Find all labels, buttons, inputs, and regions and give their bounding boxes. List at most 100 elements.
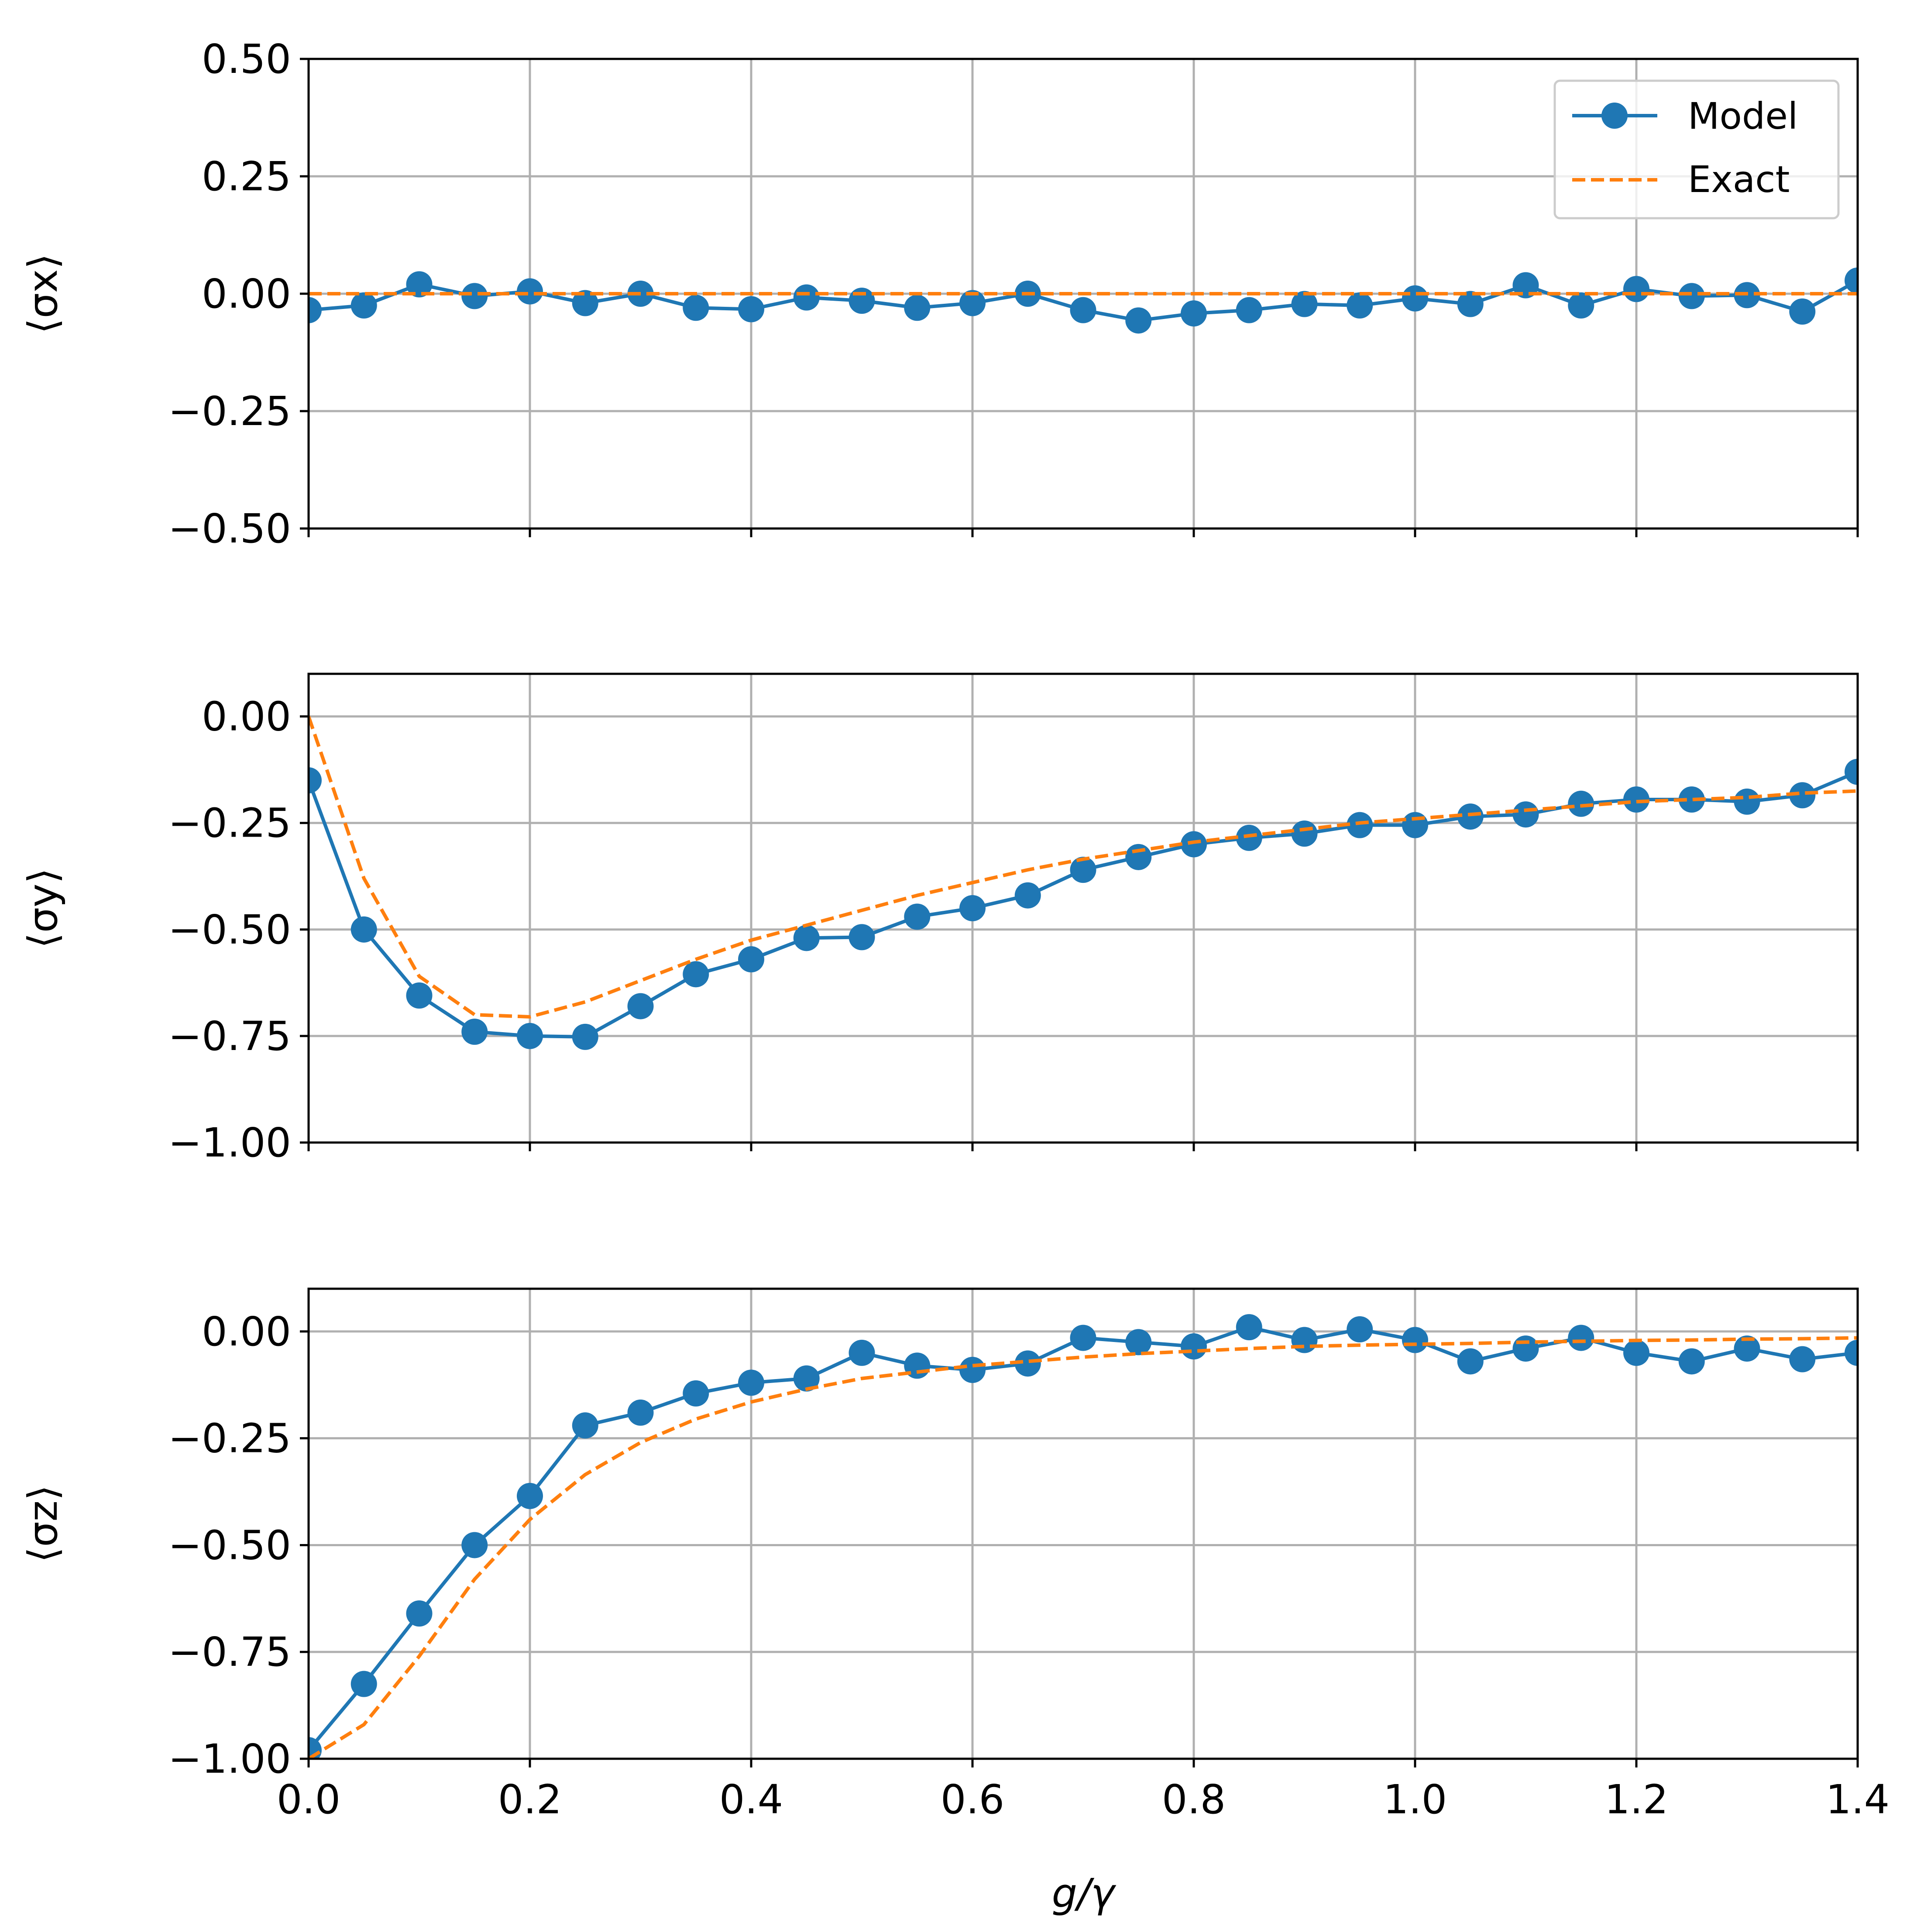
subplot-2: 0.00 −0.25 −0.50 −0.75 −1.00 ⟨σy⟩	[20, 673, 1859, 1166]
data-point-model	[1014, 1350, 1041, 1377]
y-tick-label: 0.00	[202, 1308, 291, 1355]
data-point-model	[1512, 272, 1539, 299]
data-point-model	[1236, 297, 1262, 323]
x-tick-label: 0.4	[719, 1776, 783, 1823]
data-point-model	[1457, 291, 1484, 317]
data-point-model	[738, 296, 764, 323]
data-point-model	[1678, 1348, 1705, 1375]
data-point-model	[683, 1380, 709, 1407]
data-point-model	[309, 767, 322, 794]
data-point-model	[1789, 298, 1816, 325]
data-point-model	[1512, 1335, 1539, 1362]
data-point-model	[904, 903, 931, 930]
data-point-model	[350, 916, 377, 943]
y-tick-label: −1.00	[168, 1736, 291, 1782]
data-point-model	[1181, 300, 1207, 327]
data-point-model	[1070, 857, 1096, 883]
data-point-model	[683, 295, 709, 321]
data-point-model	[350, 1671, 377, 1697]
data-point-model	[849, 924, 875, 951]
y-tick-label: −1.00	[168, 1119, 291, 1166]
data-point-model	[406, 1600, 433, 1627]
x-tick-label: 0.0	[277, 1776, 340, 1823]
data-point-model	[461, 1532, 488, 1558]
data-point-model	[1512, 801, 1539, 828]
plot-frame	[307, 1287, 1859, 1760]
data-point-model	[1568, 790, 1594, 817]
x-tick-label: 1.0	[1383, 1776, 1447, 1823]
data-point-model	[1402, 1327, 1428, 1353]
data-point-model	[1457, 803, 1484, 830]
data-point-model	[1291, 820, 1318, 847]
data-point-model	[849, 288, 875, 314]
data-point-model	[683, 961, 709, 988]
subplot-1: 0.50 0.25 0.00 −0.25 −0.50 ⟨σx⟩	[20, 36, 1859, 552]
data-point-model	[572, 1412, 598, 1439]
data-point-model	[1347, 1316, 1373, 1343]
data-point-model	[1125, 307, 1152, 334]
data-point-model	[461, 1019, 488, 1045]
y-tick-label: −0.25	[168, 800, 291, 847]
data-point-model	[1789, 1346, 1816, 1373]
data-point-model	[406, 982, 433, 1009]
data-point-model	[1845, 1339, 1858, 1366]
data-point-model	[517, 1023, 543, 1049]
data-point-model	[309, 297, 322, 323]
y-tick-label: −0.75	[168, 1013, 291, 1060]
data-point-model	[461, 283, 488, 309]
data-point-model	[1568, 292, 1594, 319]
data-point-model	[793, 1365, 820, 1392]
data-point-model	[1014, 882, 1041, 909]
data-point-model	[738, 946, 764, 973]
subplots: 0.50 0.25 0.00 −0.25 −0.50 ⟨σx⟩ 0.00 −0.25 −0.50…	[20, 36, 1890, 1917]
y-axis-title: ⟨σz⟩	[20, 1485, 66, 1562]
y-tick-label: 0.50	[202, 36, 291, 82]
data-point-model	[1125, 1329, 1152, 1355]
legend-label-model: Model	[1688, 95, 1798, 137]
data-point-model	[572, 1023, 598, 1050]
series-line-exact	[309, 1336, 1858, 1759]
data-point-model	[1347, 812, 1373, 838]
y-tick-label: −0.50	[168, 1522, 291, 1568]
legend: Model Exact	[1553, 79, 1840, 220]
data-point-model	[849, 1339, 875, 1366]
y-tick-label: −0.50	[168, 505, 291, 552]
data-point-model	[793, 925, 820, 951]
data-point-model	[517, 278, 543, 305]
data-point-model	[1457, 1348, 1484, 1375]
data-point-model	[1070, 297, 1096, 323]
subplot-3: 0.00 −0.25 −0.50 −0.75 −1.000.0 0.2 0.4 0.6 0.8 1…	[20, 1287, 1890, 1917]
data-point-model	[1789, 782, 1816, 809]
y-tick-label: −0.50	[168, 906, 291, 953]
data-point-model	[517, 1482, 543, 1509]
series-line-exact	[309, 716, 1858, 1019]
x-tick-label: 1.4	[1826, 1776, 1890, 1823]
legend-model-marker	[1601, 103, 1628, 129]
data-point-model	[1125, 844, 1152, 870]
data-point-model	[1291, 291, 1318, 317]
x-tick-label: 1.2	[1604, 1776, 1668, 1823]
legend-label-exact: Exact	[1688, 158, 1790, 201]
series-group	[309, 267, 1858, 334]
data-point-model	[1845, 267, 1858, 294]
y-tick-label: 0.00	[202, 271, 291, 317]
data-point-model	[1181, 831, 1207, 858]
y-axis-title: ⟨σy⟩	[20, 868, 66, 949]
data-point-model	[1734, 788, 1760, 815]
data-point-model	[1181, 1333, 1207, 1360]
data-point-model	[1623, 1339, 1649, 1366]
data-point-model	[350, 292, 377, 319]
series-group	[309, 716, 1858, 1050]
data-point-model	[1623, 786, 1649, 813]
data-point-model	[738, 1369, 764, 1396]
data-point-model	[959, 1357, 986, 1383]
x-tick-label: 0.8	[1162, 1776, 1226, 1823]
plot-frame	[307, 58, 1859, 530]
data-point-model	[1291, 1327, 1318, 1353]
data-point-model	[406, 271, 433, 298]
data-point-model	[1236, 824, 1262, 851]
data-point-model	[1070, 1325, 1096, 1351]
series-group	[309, 1314, 1858, 1759]
